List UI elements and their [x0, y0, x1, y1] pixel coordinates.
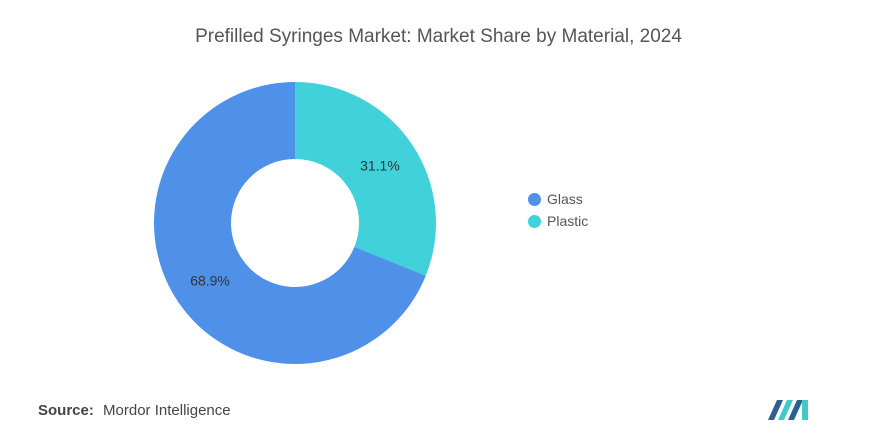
source-text: Mordor Intelligence: [103, 402, 231, 419]
legend-item-glass[interactable]: Glass: [528, 188, 588, 210]
data-label-plastic: 31.1%: [360, 158, 400, 174]
legend: Glass Plastic: [528, 188, 588, 232]
legend-swatch-glass: [528, 192, 541, 206]
data-label-glass: 68.9%: [190, 272, 230, 288]
source-note: Source: Mordor Intelligence: [38, 402, 231, 419]
slice-plastic[interactable]: [295, 82, 436, 276]
legend-item-plastic[interactable]: Plastic: [528, 210, 588, 232]
slice-glass[interactable]: [153, 82, 426, 364]
legend-label-glass: Glass: [547, 191, 583, 207]
legend-label-plastic: Plastic: [547, 213, 589, 229]
mordor-intelligence-logo-icon: [768, 400, 808, 420]
chart-title: Prefilled Syringes Market: Market Share …: [195, 26, 682, 47]
legend-swatch-plastic: [528, 214, 541, 228]
source-label: Source:: [38, 402, 94, 419]
